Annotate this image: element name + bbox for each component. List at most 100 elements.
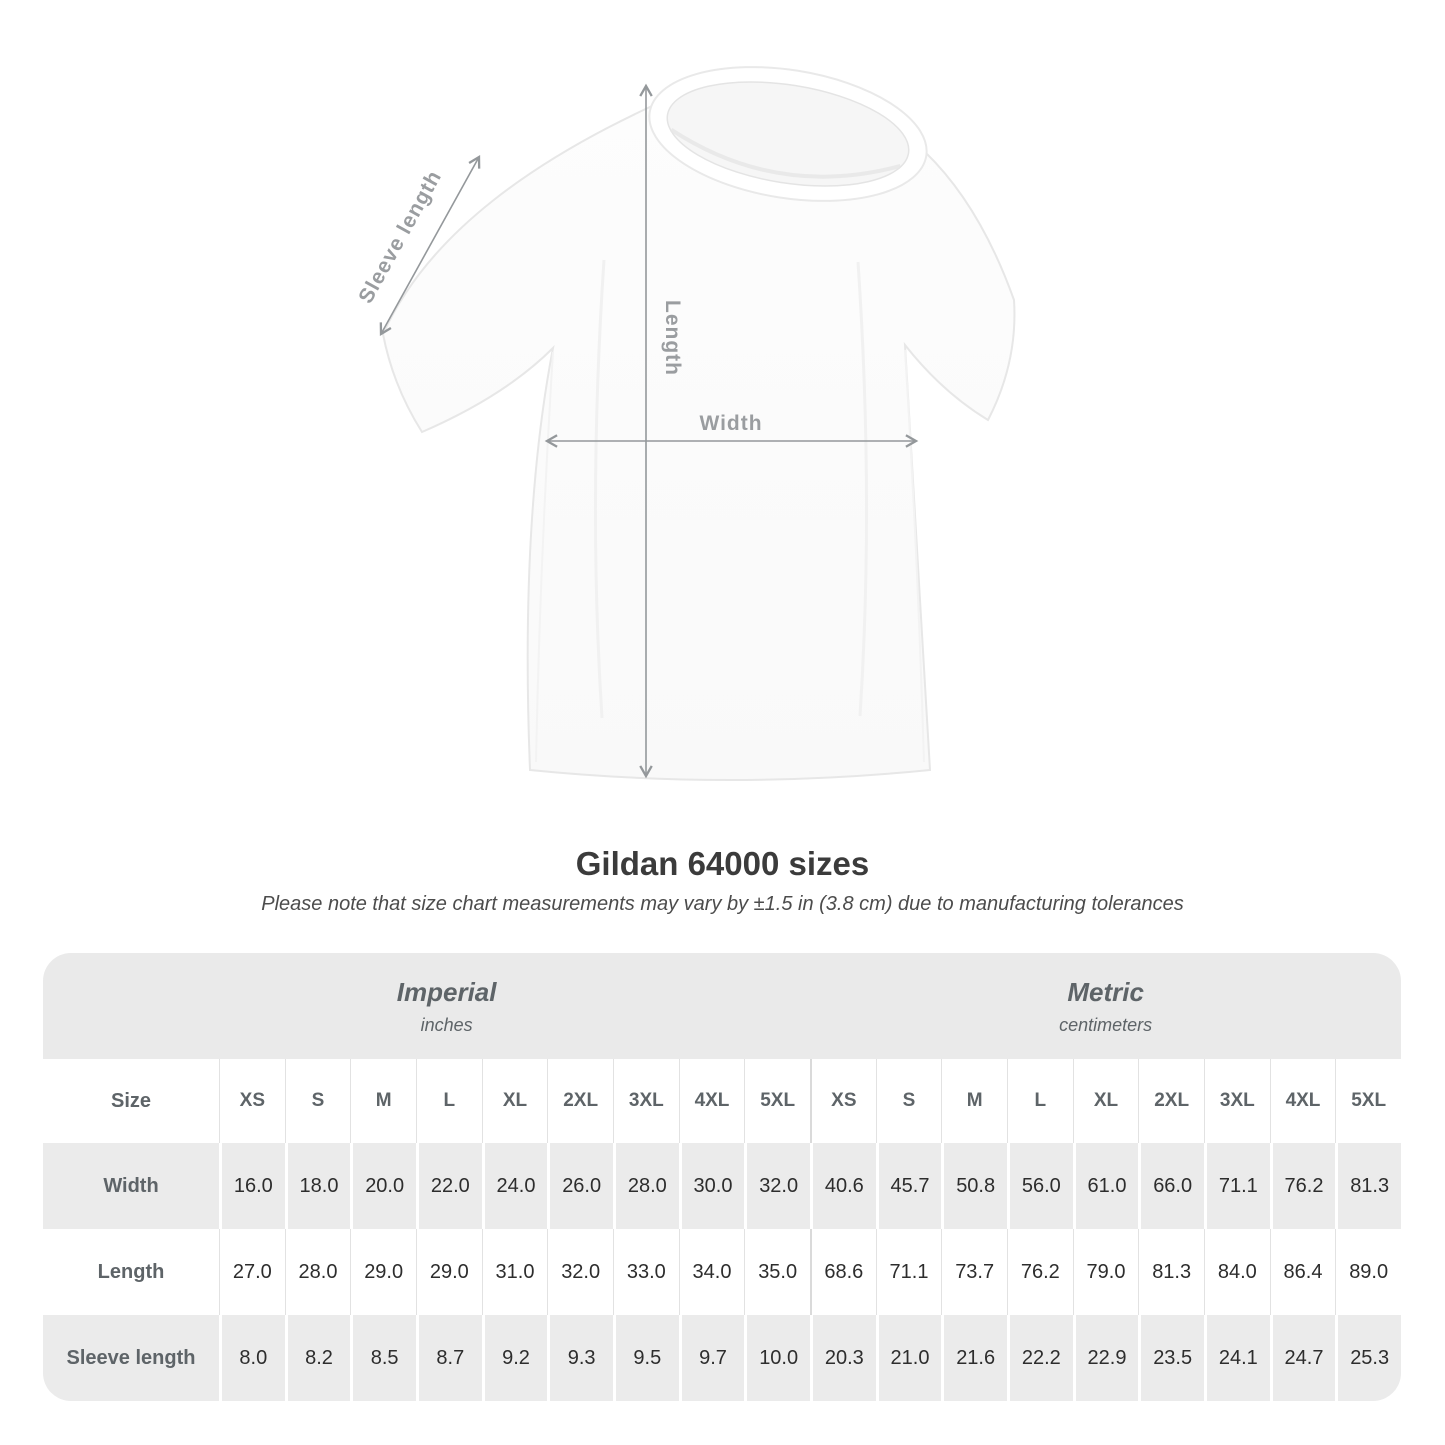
value-cell-imperial: 8.0: [219, 1315, 285, 1401]
value-cell-metric: 25.3: [1335, 1315, 1401, 1401]
size-header-imperial-xl: XL: [481, 1059, 548, 1143]
value-cell-imperial: 16.0: [219, 1143, 285, 1229]
value-cell-imperial: 28.0: [284, 1229, 351, 1315]
value-cell-metric: 61.0: [1072, 1143, 1139, 1229]
value-cell-metric: 79.0: [1072, 1229, 1139, 1315]
value-cell-metric: 40.6: [809, 1143, 876, 1229]
metric-section-header: Metric centimeters: [810, 953, 1401, 1059]
value-cell-imperial: 34.0: [678, 1229, 745, 1315]
collar: [648, 66, 928, 202]
size-header-imperial-4xl: 4XL: [678, 1059, 745, 1143]
metric-unit: centimeters: [1059, 1014, 1153, 1035]
size-header-metric-2xl: 2XL: [1138, 1059, 1204, 1143]
size-header-metric-4xl: 4XL: [1269, 1059, 1336, 1143]
value-cell-metric: 68.6: [809, 1229, 876, 1315]
imperial-section-header: Imperial inches: [43, 953, 810, 1059]
row-label: Length: [97, 1260, 165, 1283]
value-cell-metric: 56.0: [1006, 1143, 1073, 1229]
table-row: Width 16.0 18.0 20.0 22.0 24.0 26.0 28.0 30.0 32.…: [43, 1143, 1401, 1229]
value-cell-imperial: 10.0: [744, 1315, 810, 1401]
value-cell-metric: 23.5: [1138, 1315, 1204, 1401]
value-cell-metric: 21.0: [875, 1315, 942, 1401]
value-cell-metric: 71.1: [875, 1229, 942, 1315]
value-cell-metric: 81.3: [1335, 1143, 1401, 1229]
imperial-unit: inches: [420, 1014, 473, 1035]
length-arrow-label: Length: [661, 300, 684, 376]
value-cell-metric: 84.0: [1203, 1229, 1270, 1315]
size-header-imperial-s: S: [284, 1059, 351, 1143]
value-cell-imperial: 8.2: [284, 1315, 351, 1401]
size-header-imperial-3xl: 3XL: [612, 1059, 679, 1143]
size-header-metric-3xl: 3XL: [1203, 1059, 1270, 1143]
size-header-imperial-l: L: [415, 1059, 482, 1143]
value-cell-metric: 22.2: [1006, 1315, 1073, 1401]
value-cell-metric: 50.8: [941, 1143, 1007, 1229]
value-cell-imperial: 29.0: [415, 1229, 482, 1315]
value-cell-metric: 71.1: [1203, 1143, 1270, 1229]
width-arrow-label: Width: [699, 412, 762, 435]
value-cell-imperial: 24.0: [481, 1143, 548, 1229]
value-cell-metric: 20.3: [809, 1315, 876, 1401]
value-cell-imperial: 9.3: [547, 1315, 613, 1401]
metric-title: Metric: [1067, 976, 1144, 1007]
value-cell-imperial: 33.0: [612, 1229, 679, 1315]
value-cell-metric: 86.4: [1269, 1229, 1336, 1315]
value-cell-imperial: 26.0: [547, 1143, 613, 1229]
table-row: Sleeve length 8.0 8.2 8.5 8.7 9.2 9.3 9.5 9.7 10.…: [43, 1315, 1401, 1401]
fold-line: [856, 261, 869, 717]
value-cell-imperial: 31.0: [481, 1229, 548, 1315]
value-cell-imperial: 9.2: [481, 1315, 548, 1401]
value-cell-metric: 21.6: [941, 1315, 1007, 1401]
row-label: Sleeve length: [66, 1346, 196, 1369]
value-cell-imperial: 32.0: [547, 1229, 613, 1315]
value-cell-imperial: 9.7: [678, 1315, 745, 1401]
size-header-imperial-m: M: [350, 1059, 416, 1143]
value-cell-metric: 66.0: [1138, 1143, 1204, 1229]
value-cell-imperial: 29.0: [350, 1229, 416, 1315]
page-title: Gildan 64000 sizes: [575, 845, 870, 882]
value-cell-metric: 22.9: [1072, 1315, 1139, 1401]
size-header-metric-s: S: [875, 1059, 942, 1143]
unit-header-band: Imperial inches Metric centimeters: [43, 953, 1401, 1059]
value-cell-imperial: 28.0: [612, 1143, 679, 1229]
fold-line: [593, 259, 606, 719]
value-cell-imperial: 8.5: [350, 1315, 416, 1401]
size-column-header: Size: [110, 1089, 152, 1112]
value-cell-metric: 89.0: [1335, 1229, 1401, 1315]
size-header-imperial-5xl: 5XL: [744, 1059, 810, 1143]
row-label: Width: [103, 1174, 159, 1197]
sleeve-length-arrow: [379, 154, 481, 337]
tshirt-silhouette: [381, 90, 1016, 781]
value-cell-metric: 45.7: [875, 1143, 942, 1229]
tolerance-note: Please note that size chart measurements…: [261, 893, 1184, 915]
size-header-imperial-xs: XS: [219, 1059, 285, 1143]
size-header-metric-xl: XL: [1072, 1059, 1139, 1143]
size-table-rows: Size XS S M L XL 2XL 3XL 4XL 5XL XS S M L XL 2XL 3XL 4XL 5…: [43, 1059, 1401, 1401]
value-cell-metric: 24.1: [1203, 1315, 1270, 1401]
value-cell-metric: 81.3: [1138, 1229, 1204, 1315]
value-cell-metric: 73.7: [941, 1229, 1007, 1315]
value-cell-imperial: 9.5: [612, 1315, 679, 1401]
size-header-metric-xs: XS: [809, 1059, 876, 1143]
value-cell-imperial: 18.0: [284, 1143, 351, 1229]
size-header-metric-l: L: [1006, 1059, 1073, 1143]
size-table: Imperial inches Metric centimeters Size X…: [43, 953, 1401, 1401]
value-cell-imperial: 22.0: [415, 1143, 482, 1229]
value-cell-imperial: 32.0: [744, 1143, 810, 1229]
fold-line: [904, 349, 925, 763]
value-cell-imperial: 8.7: [415, 1315, 482, 1401]
size-header-metric-5xl: 5XL: [1335, 1059, 1401, 1143]
value-cell-imperial: 20.0: [350, 1143, 416, 1229]
value-cell-metric: 76.2: [1006, 1229, 1073, 1315]
value-cell-imperial: 30.0: [678, 1143, 745, 1229]
size-header-row: Size XS S M L XL 2XL 3XL 4XL 5XL XS S M L XL 2XL 3XL 4XL 5…: [43, 1059, 1401, 1143]
value-cell-metric: 76.2: [1269, 1143, 1336, 1229]
tshirt-diagram: Length Width Sleeve length: [354, 66, 1016, 781]
table-row: Length 27.0 28.0 29.0 29.0 31.0 32.0 33.0 34.0 35…: [43, 1229, 1401, 1315]
size-header-imperial-2xl: 2XL: [547, 1059, 613, 1143]
size-header-metric-m: M: [941, 1059, 1007, 1143]
fold-line: [535, 351, 554, 763]
value-cell-imperial: 35.0: [744, 1229, 810, 1315]
value-cell-imperial: 27.0: [219, 1229, 285, 1315]
